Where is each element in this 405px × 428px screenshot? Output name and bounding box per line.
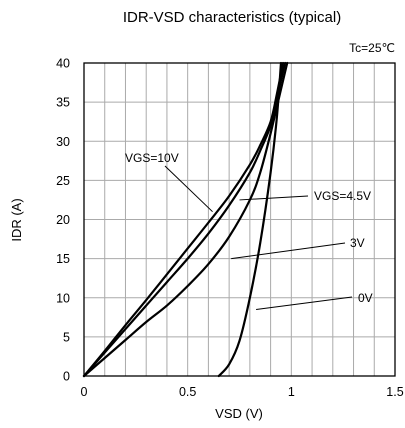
chart-title: IDR-VSD characteristics (typical) [123, 9, 341, 26]
annotations: VGS=10V VGS=4.5V 3V 0V [125, 151, 373, 310]
annotation-leader [164, 165, 213, 213]
y-tick-label: 30 [56, 135, 70, 149]
y-tick-label: 0 [63, 370, 70, 384]
y-tick-label: 5 [63, 330, 70, 344]
y-tick-label: 40 [56, 57, 70, 71]
annotation-leader [239, 195, 309, 201]
y-tick-label: 20 [56, 213, 70, 227]
y-tick-label: 15 [56, 252, 70, 266]
x-tick-label: 0 [81, 385, 88, 399]
annotation-label: VGS=10V [125, 151, 179, 165]
x-axis-ticks: 0 0.5 1 1.5 [81, 385, 404, 399]
x-tick-label: 0.5 [179, 385, 196, 399]
y-tick-label: 25 [56, 174, 70, 188]
annotation-label: 0V [358, 291, 373, 305]
x-axis-label: VSD (V) [215, 406, 263, 421]
condition-label: Tc=25℃ [349, 41, 395, 55]
y-tick-label: 35 [56, 96, 70, 110]
y-axis-ticks: 0 5 10 15 20 25 30 35 40 [56, 57, 70, 384]
curves [82, 61, 289, 378]
plot-frame [83, 62, 396, 377]
annotation-leader [231, 242, 346, 260]
x-tick-label: 1 [288, 385, 295, 399]
x-tick-label: 1.5 [386, 385, 403, 399]
series-line-3v [82, 61, 289, 378]
series-line-vgs-4-5v [82, 61, 287, 378]
annotation-label: 3V [350, 236, 365, 250]
annotation-leader [256, 296, 353, 310]
annotation-label: VGS=4.5V [314, 189, 371, 203]
series-line-0v [217, 61, 283, 378]
y-tick-label: 10 [56, 291, 70, 305]
y-axis-label: IDR (A) [9, 198, 24, 241]
